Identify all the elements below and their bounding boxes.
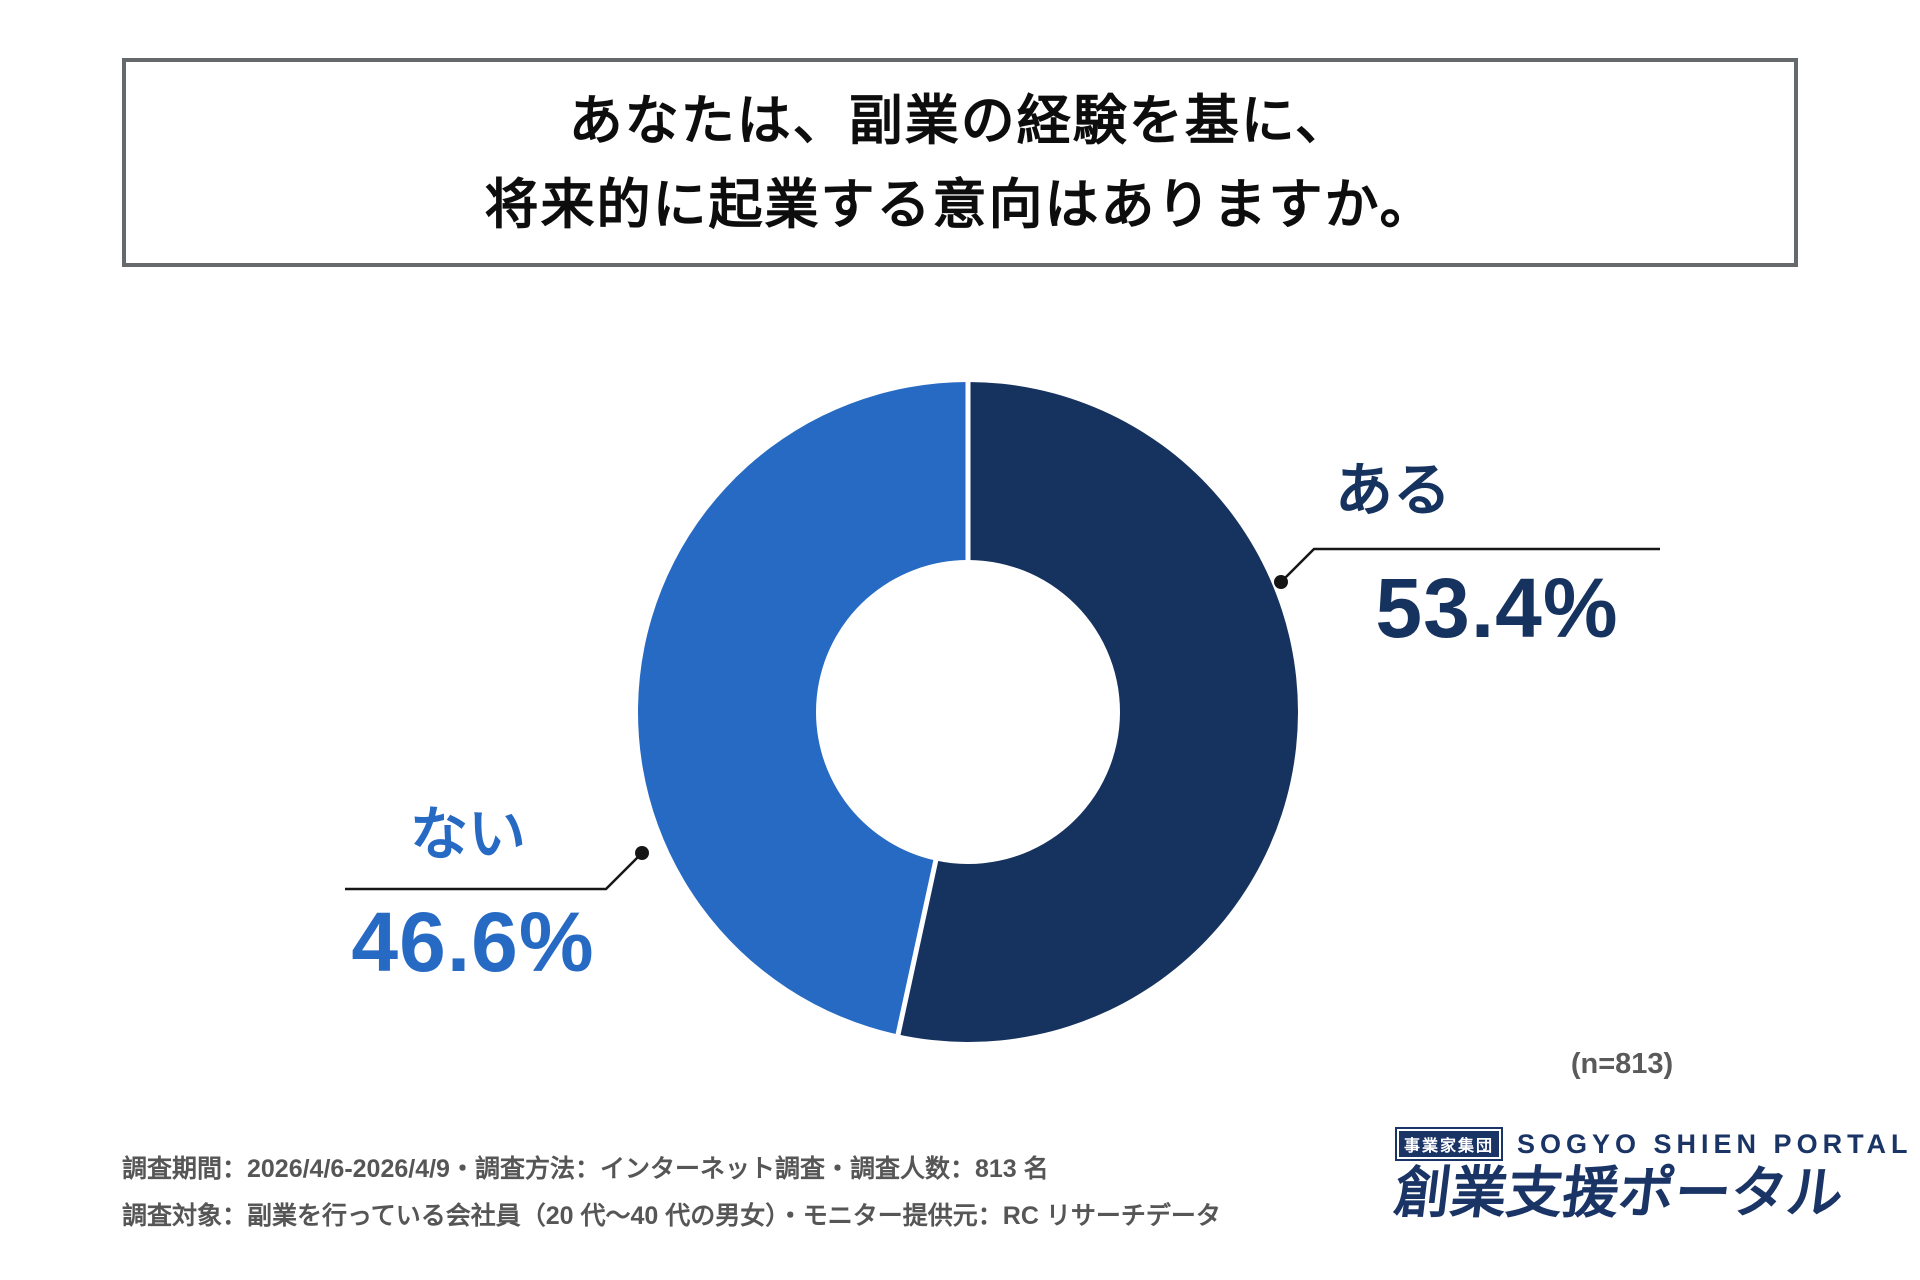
donut-segment-ない xyxy=(637,382,968,1035)
brand-name-japanese: 創業支援ポータル xyxy=(1391,1161,1847,1224)
callout-nai xyxy=(345,846,649,891)
brand-logo-top-row: 事業家集団 SOGYO SHIEN PORTAL xyxy=(1395,1127,1908,1161)
brand-logo: 事業家集団 SOGYO SHIEN PORTAL 創業支援ポータル xyxy=(1391,1127,1908,1224)
callout-aru xyxy=(1274,547,1660,589)
callout-line-nai xyxy=(345,852,643,891)
callout-dot-nai xyxy=(635,846,649,860)
sample-size-note: (n=813) xyxy=(1570,1048,1674,1080)
question-title-line2: 将来的に起業する意向はありますか。 xyxy=(484,174,1436,235)
category-label-aru: ある xyxy=(1334,458,1452,523)
donut-segment-ある xyxy=(898,382,1298,1042)
donut-segments xyxy=(637,382,1298,1042)
brand-badge: 事業家集団 xyxy=(1395,1127,1504,1161)
segment-separator-line xyxy=(895,857,939,1037)
callout-line-aru xyxy=(1280,547,1660,583)
question-title-line1: あなたは、副業の経験を基に、 xyxy=(568,90,1352,151)
brand-name-english: SOGYO SHIEN PORTAL xyxy=(1517,1128,1913,1159)
question-title-box: あなたは、副業の経験を基に、 将来的に起業する意向はありますか。 xyxy=(122,58,1798,267)
callout-dot-aru xyxy=(1274,575,1288,589)
segment-separators xyxy=(895,380,971,1037)
value-label-aru: 53.4% xyxy=(1375,561,1619,655)
value-label-nai: 46.6% xyxy=(351,895,595,989)
category-label-nai: ない xyxy=(409,802,527,867)
footer-line2: 調査対象：副業を行っている会社員（20 代〜40 代の男女）・モニター提供元：R… xyxy=(122,1202,1221,1230)
footer-line1: 調査期間：2026/4/6-2026/4/9・調査方法：インターネット調査・調査… xyxy=(122,1155,1049,1183)
survey-methodology-footer: 調査期間：2026/4/6-2026/4/9・調査方法：インターネット調査・調査… xyxy=(122,1146,1221,1240)
